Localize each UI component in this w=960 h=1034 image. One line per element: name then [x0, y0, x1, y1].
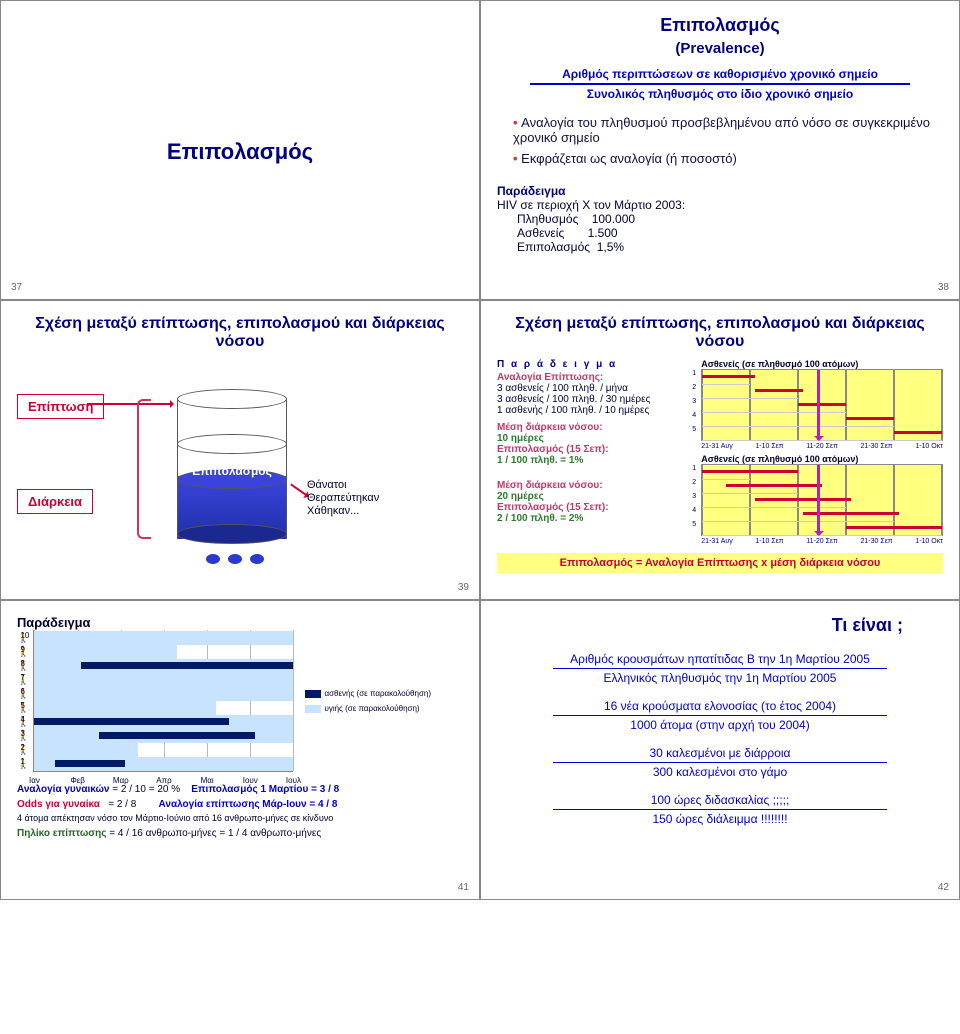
deaths-text: Θάνατοι Θεραπεύτηκαν Χάθηκαν...: [307, 479, 379, 519]
person-figure: 🚶🚶🚶🚶🚶🚶🚶🚶🚶🚶 ΙανΦεβΜαρΑπρΜαιΙουνΙουλ123456…: [17, 630, 463, 772]
ex-prev-val: 1,5%: [597, 240, 624, 254]
s39-header: Σχέση μεταξύ επίπτωσης, επιπολασμού και …: [17, 315, 463, 351]
inc-line-c: 1 ασθενής / 100 πληθ. / 10 ημέρες: [497, 405, 693, 416]
s41-title: Παράδειγμα: [17, 615, 463, 630]
q4-top: 100 ώρες διδασκαλίας ;;;;;: [651, 793, 790, 807]
n4a: Πηλίκο επίπτωσης: [17, 828, 106, 839]
inc-line-a: 3 ασθενείς / 100 πληθ. / μήνα: [497, 383, 693, 394]
drops: [202, 554, 268, 567]
prev1-label: Επιπολασμός (15 Σεπ):: [497, 444, 609, 455]
q1-top: Αριθμός κρουσμάτων ηπατίτιδας Β την 1η Μ…: [497, 652, 943, 666]
cylinder-diagram: Επίπτωση Διάρκεια Επιπολασμός Θάνατοι Θε…: [17, 369, 463, 579]
followup-chart: ΙανΦεβΜαρΑπρΜαιΙουνΙουλ12345678910: [33, 630, 293, 772]
s38-subtitle: (Prevalence): [497, 40, 943, 57]
s40-gantts: Ασθενείς (σε πληθυσμό 100 ατόμων) 12345 …: [701, 359, 943, 549]
q2: 16 νέα κρούσματα ελονοσίας (το έτος 2004…: [497, 699, 943, 732]
dur2-val: 20 ημέρες: [497, 491, 693, 502]
ex-prev-label: Επιπολασμός: [517, 240, 590, 254]
slidenum-42: 42: [938, 882, 949, 893]
slidenum-39: 39: [458, 582, 469, 593]
dur2-label: Μέση διάρκεια νόσου:: [497, 480, 603, 491]
ex-pat-label: Ασθενείς: [517, 226, 564, 240]
q3-top: 30 καλεσμένοι με διάρροια: [497, 746, 943, 760]
frac-denominator: Συνολικός πληθυσμός στο ίδιο χρονικό σημ…: [497, 87, 943, 101]
q3: 30 καλεσμένοι με διάρροια 300 καλεσμένοι…: [497, 746, 943, 779]
prev2-val: 2 / 100 πληθ. = 2%: [497, 513, 693, 524]
ex-pat-val: 1.500: [588, 226, 618, 240]
s38-example: Παράδειγμα HIV σε περιοχή Χ τον Μάρτιο 2…: [497, 184, 943, 254]
q2-top: 16 νέα κρούσματα ελονοσίας (το έτος 2004…: [497, 699, 943, 713]
n3: 4 άτομα απέκτησαν νόσο τον Μάρτιο-Ιούνιο…: [17, 812, 463, 826]
q1-bot: Ελληνικός πληθυσμός την 1η Μαρτίου 2005: [497, 671, 943, 685]
n2c: Αναλογία επίπτωσης Μάρ-Ιουν = 4 / 8: [159, 799, 338, 810]
arrow-out: [290, 483, 308, 496]
slide-40: Σχέση μεταξύ επίπτωσης, επιπολασμού και …: [480, 300, 960, 600]
s40-header: Σχέση μεταξύ επίπτωσης, επιπολασμού και …: [497, 315, 943, 351]
q2-bot: 1000 άτομα (στην αρχή του 2004): [497, 718, 943, 732]
slide37-title: Επιπολασμός: [167, 139, 313, 165]
frac-numerator: Αριθμός περιπτώσεων σε καθορισμένο χρονι…: [497, 67, 943, 81]
legend-patient: ασθενής (σε παρακολούθηση): [324, 689, 431, 698]
legend: ασθενής (σε παρακολούθηση) υγιής (σε παρ…: [305, 689, 431, 713]
dur1-label: Μέση διάρκεια νόσου:: [497, 422, 603, 433]
gantt1-title: Ασθενείς (σε πληθυσμό 100 ατόμων): [701, 359, 943, 369]
label-prevalence: Επιπολασμός: [177, 464, 287, 478]
slide-41: Παράδειγμα 🚶🚶🚶🚶🚶🚶🚶🚶🚶🚶 ΙανΦεβΜαρΑπρΜαιΙου…: [0, 600, 480, 900]
dur1-val: 10 ημέρες: [497, 433, 693, 444]
n4b: = 4 / 16 ανθρωπο-μήνες = 1 / 4 ανθρωπο-μ…: [109, 828, 321, 839]
example-heading: Π α ρ ά δ ε ι γ μ α: [497, 359, 693, 370]
n1a: Αναλογία γυναικών: [17, 784, 110, 795]
n2a: Odds για γυναίκα: [17, 799, 100, 810]
s40-formula: Επιπολασμός = Αναλογία Επίπτωσης x μέση …: [497, 553, 943, 573]
bullet-2: Εκφράζεται ως αναλογία (ή ποσοστό): [513, 151, 943, 166]
example-title: Παράδειγμα: [497, 184, 943, 198]
slide-grid: Επιπολασμός 37 Επιπολασμός (Prevalence) …: [0, 0, 960, 900]
label-duration: Διάρκεια: [17, 489, 93, 514]
q3-bot: 300 καλεσμένοι στο γάμο: [497, 765, 943, 779]
arrow-incidence: [87, 403, 172, 405]
slidenum-41: 41: [458, 882, 469, 893]
prev1-val: 1 / 100 πληθ. = 1%: [497, 455, 693, 466]
duration-brace: [137, 399, 151, 539]
s40-left-text: Π α ρ ά δ ε ι γ μ α Αναλογία Επίπτωσης: …: [497, 359, 693, 549]
prevalence-fraction: Αριθμός περιπτώσεων σε καθορισμένο χρονι…: [497, 67, 943, 101]
q1: Αριθμός κρουσμάτων ηπατίτιδας Β την 1η Μ…: [497, 652, 943, 685]
slide-39: Σχέση μεταξύ επίπτωσης, επιπολασμού και …: [0, 300, 480, 600]
slidenum-37: 37: [11, 282, 22, 293]
gantt2-title: Ασθενείς (σε πληθυσμό 100 ατόμων): [701, 454, 943, 464]
cylinder: Επιπολασμός: [177, 389, 287, 539]
s38-title: Επιπολασμός: [497, 15, 943, 36]
label-incidence: Επίπτωση: [17, 394, 104, 419]
s41-notes: Αναλογία γυναικών = 2 / 10 = 20 % Επιπολ…: [17, 782, 463, 841]
n1b: = 2 / 10 = 20 %: [112, 784, 180, 795]
gantt-chart-1: 12345: [701, 369, 943, 441]
s42-title: Τι είναι ;: [497, 615, 903, 636]
gantt-chart-2: 12345: [701, 464, 943, 536]
s38-bullets: Αναλογία του πληθυσμού προσβεβλημένου απ…: [513, 115, 943, 166]
ex-pop-val: 100.000: [592, 212, 635, 226]
n1c: Επιπολασμός 1 Μαρτίου = 3 / 8: [191, 784, 339, 795]
legend-healthy: υγιής (σε παρακολούθηση): [324, 704, 419, 713]
ex-pop-label: Πληθυσμός: [517, 212, 578, 226]
slide-37: Επιπολασμός 37: [0, 0, 480, 300]
prev2-label: Επιπολασμός (15 Σεπ):: [497, 502, 609, 513]
slide-42: Τι είναι ; Αριθμός κρουσμάτων ηπατίτιδας…: [480, 600, 960, 900]
q4: 100 ώρες διδασκαλίας ;;;;; 150 ώρες διάλ…: [497, 793, 943, 826]
q4-bot: 150 ώρες διάλειμμα !!!!!!!!: [652, 812, 787, 826]
frac-line: [530, 83, 909, 85]
bullet-1: Αναλογία του πληθυσμού προσβεβλημένου απ…: [513, 115, 943, 145]
example-line1: HIV σε περιοχή Χ τον Μάρτιο 2003:: [497, 198, 943, 212]
incidence-ratio-label: Αναλογία Επίπτωσης:: [497, 372, 693, 383]
inc-line-b: 3 ασθενείς / 100 πληθ. / 30 ημέρες: [497, 394, 693, 405]
slidenum-38: 38: [938, 282, 949, 293]
slide-38: Επιπολασμός (Prevalence) Αριθμός περιπτώ…: [480, 0, 960, 300]
n2b: = 2 / 8: [108, 799, 136, 810]
